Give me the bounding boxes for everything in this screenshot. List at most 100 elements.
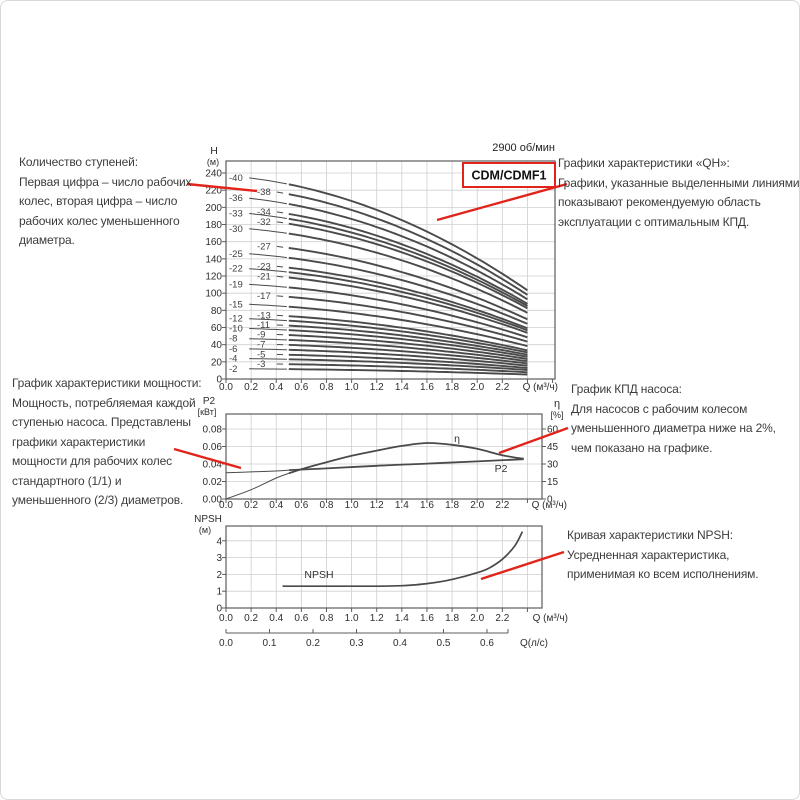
- qh-curve-27: [288, 247, 528, 321]
- curve-stage-label: -6: [229, 344, 237, 355]
- svg-text:0.6: 0.6: [480, 638, 494, 649]
- qh-curve-lead-23: [276, 265, 284, 268]
- qh-curve-lead-33: [249, 213, 287, 219]
- svg-text:240: 240: [205, 169, 222, 180]
- svg-text:200: 200: [205, 203, 222, 214]
- annotation-line: стандартного (1/1) и: [12, 473, 122, 488]
- callout-line: [173, 447, 242, 470]
- annotation-power: График характеристики мощности: Мощность…: [12, 374, 202, 511]
- curve-stage-label: -36: [229, 193, 243, 204]
- svg-text:0.5: 0.5: [437, 638, 451, 649]
- curve-stage-label: -8: [229, 334, 237, 345]
- qh-curve-lead-12: [249, 318, 287, 322]
- qh-curve-6: [288, 348, 528, 367]
- qh-curve-lead-36: [249, 197, 287, 205]
- qh-curve-lead-32: [276, 221, 284, 224]
- svg-text:0.0: 0.0: [219, 638, 233, 649]
- power-frame: [225, 413, 543, 500]
- svg-text:3: 3: [216, 553, 222, 564]
- qh-curve-lead-40: [249, 177, 287, 185]
- curve-stage-label: -30: [229, 224, 243, 235]
- svg-text:(м): (м): [207, 157, 219, 167]
- svg-text:NPSH: NPSH: [194, 514, 222, 525]
- qh-curve-lead-25: [249, 253, 287, 259]
- qh-curve-lead-4: [249, 358, 287, 360]
- annotation-line: Первая цифра – число рабочих: [19, 174, 192, 189]
- curve-stage-label: -19: [229, 279, 243, 290]
- svg-text:0.2: 0.2: [306, 638, 320, 649]
- svg-text:(м): (м): [199, 525, 211, 535]
- svg-text:1.2: 1.2: [370, 613, 384, 624]
- qh-curve-lead-27: [276, 245, 284, 248]
- qh-axes: 0 20 40 60 80 100 120 140 160 180 200 220 240 0.0 0.2 0…: [205, 145, 558, 393]
- svg-text:0.4: 0.4: [269, 382, 283, 393]
- svg-text:0.04: 0.04: [203, 460, 223, 471]
- svg-text:1.0: 1.0: [345, 382, 359, 393]
- qh-curve-11: [288, 324, 528, 356]
- curve-stage-label: -34: [257, 207, 271, 218]
- svg-text:1: 1: [216, 587, 222, 598]
- annotation-line: показывают рекомендуемую область: [558, 195, 761, 209]
- annotation-line: применимая ко всем исполнениям.: [567, 567, 759, 581]
- curve-stage-label: -4: [229, 354, 237, 365]
- npsh-axes: 0 1 2 3 4 0.0 0.2 0.4 0.6 0.8 1.0 1.2 1.4 1.6 1.8 2.0 2.…: [194, 514, 568, 624]
- svg-text:120: 120: [205, 272, 222, 283]
- curve-stage-label: -23: [257, 261, 271, 272]
- svg-text:1.6: 1.6: [420, 382, 434, 393]
- curve-stage-label: -15: [229, 299, 243, 310]
- qh-frame: [225, 160, 556, 380]
- svg-text:2.2: 2.2: [495, 382, 509, 393]
- series-η: [288, 442, 524, 475]
- curve-stage-label: -7: [257, 340, 265, 351]
- qh-curve-lead-30: [249, 228, 287, 234]
- svg-text:η: η: [554, 398, 560, 410]
- svg-text:0: 0: [547, 495, 553, 506]
- rpm-label: 2900 об/мин: [492, 142, 555, 154]
- curve-stage-label: -33: [229, 209, 243, 220]
- svg-text:0.2: 0.2: [244, 500, 258, 511]
- svg-text:2.2: 2.2: [495, 500, 509, 511]
- npsh-frame: [225, 525, 543, 609]
- annotation-line: графики характеристики: [12, 434, 146, 449]
- svg-text:40: 40: [211, 340, 223, 351]
- x-unit-label: Q (м³/ч): [523, 382, 558, 393]
- svg-text:0.02: 0.02: [203, 477, 223, 488]
- power-frame: [225, 413, 543, 500]
- qh-curve-23: [288, 266, 528, 330]
- qh-curve-33: [288, 217, 528, 307]
- svg-text:0.6: 0.6: [294, 382, 308, 393]
- qh-curve-8: [288, 339, 528, 363]
- annotation-line: колес, вторая цифра – число: [19, 194, 178, 208]
- svg-text:1.4: 1.4: [395, 613, 409, 624]
- svg-text:[%]: [%]: [550, 410, 563, 420]
- svg-text:0.1: 0.1: [263, 638, 277, 649]
- qh-curve-lead-34: [276, 211, 284, 214]
- annotation-line: эксплуатации с оптимальным КПД.: [558, 214, 750, 229]
- svg-text:15: 15: [547, 477, 559, 488]
- series-label: NPSH: [304, 569, 333, 581]
- svg-text:1.2: 1.2: [370, 382, 384, 393]
- svg-text:2.0: 2.0: [470, 382, 484, 393]
- power-series: η P2: [225, 433, 524, 500]
- qh-curve-32: [288, 222, 528, 310]
- annotation-line: График КПД насоса:: [571, 382, 682, 396]
- svg-text:2.2: 2.2: [495, 613, 509, 624]
- svg-text:0: 0: [216, 375, 222, 386]
- npsh-series: NPSH: [282, 531, 524, 588]
- svg-text:P2: P2: [203, 396, 216, 407]
- qh-curve-25: [288, 256, 528, 325]
- svg-text:80: 80: [211, 306, 223, 317]
- svg-text:1.4: 1.4: [395, 382, 409, 393]
- qh-curve-lead-8: [249, 338, 287, 341]
- svg-text:160: 160: [205, 237, 222, 248]
- qh-curve-lead-17: [276, 295, 284, 297]
- curve-stage-label: -11: [257, 320, 270, 331]
- x-unit-label: Q (м³/ч): [533, 613, 568, 624]
- svg-text:0.4: 0.4: [269, 613, 283, 624]
- qh-curve-12: [288, 319, 528, 354]
- callout-line: [498, 426, 569, 455]
- annotation-line: рабочих колес уменьшенного: [19, 213, 180, 228]
- annotation-line: уменьшенного диаметра ниже на 2%,: [571, 421, 776, 435]
- x2-unit-label: Q(л/с): [520, 638, 548, 649]
- qh-curve-19: [288, 286, 528, 339]
